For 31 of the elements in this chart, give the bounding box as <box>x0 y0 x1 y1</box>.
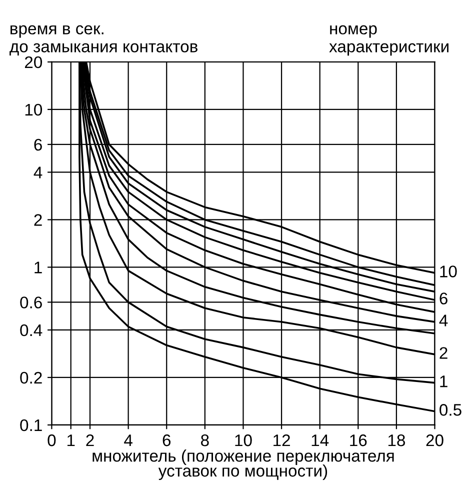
y-tick-label: 20 <box>24 56 42 68</box>
series-label: 10 <box>440 266 457 278</box>
x-axis-title: множитель (положение переключателя уставок по мощности) <box>92 450 394 480</box>
y-tick-label: 10 <box>25 104 42 116</box>
series-label: 1 <box>440 376 448 388</box>
x-tick-label: 18 <box>388 434 405 446</box>
legend-title: номер характеристики <box>329 25 448 56</box>
x-tick-label: 10 <box>235 434 252 446</box>
y-tick-label: 0.6 <box>20 296 42 308</box>
x-tick-label: 14 <box>312 434 329 446</box>
y-tick-label: 1 <box>34 262 42 274</box>
y-tick-label: 0.2 <box>20 372 42 384</box>
y-tick-label: 0.4 <box>20 324 42 336</box>
x-tick-label: 20 <box>426 434 444 446</box>
x-tick-label: 4 <box>124 434 132 446</box>
x-tick-label: 16 <box>350 434 367 446</box>
y-axis-title: время в сек. до замыкания контактов <box>10 25 198 56</box>
y-tick-label: 0.1 <box>20 419 42 432</box>
series-label: 6 <box>440 292 448 304</box>
x-tick-label: 0 <box>48 434 56 446</box>
y-tick-label: 2 <box>34 214 42 226</box>
y-tick-label: 6 <box>34 138 42 151</box>
series-label: 2 <box>440 347 448 359</box>
x-tick-label: 6 <box>162 434 171 446</box>
x-tick-label: 8 <box>201 434 209 446</box>
x-tick-label: 12 <box>274 434 290 446</box>
series-label: 4 <box>439 314 448 326</box>
x-tick-label: 2 <box>86 434 94 446</box>
y-tick-label: 4 <box>34 166 42 178</box>
series-label: 0.5 <box>440 404 462 416</box>
x-tick-label: 1 <box>67 434 75 446</box>
